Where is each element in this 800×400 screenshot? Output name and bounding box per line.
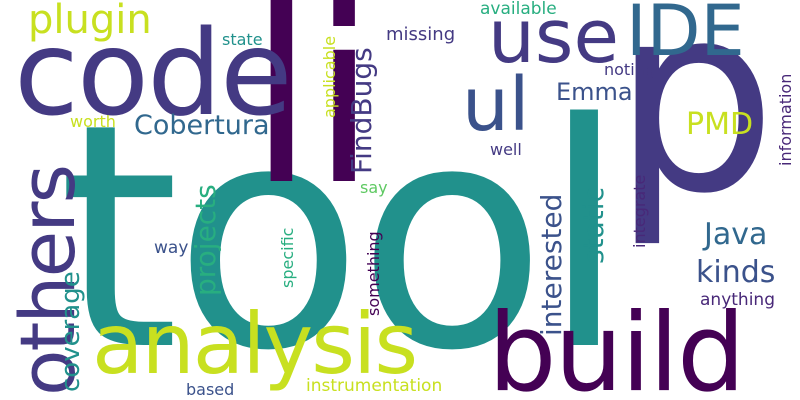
word-information: information <box>776 73 795 166</box>
word-projects: projects <box>189 184 222 296</box>
word-applicable: applicable <box>320 35 339 118</box>
word-well: well <box>490 140 522 159</box>
word-way: way <box>154 238 189 258</box>
word-anything: anything <box>700 290 775 310</box>
word-ul: ul <box>462 62 530 148</box>
word-pmd: PMD <box>686 107 754 142</box>
word-instrumentation: instrumentation <box>306 376 443 396</box>
word-analysis: analysis <box>92 295 418 393</box>
word-worth: worth <box>70 112 116 131</box>
word-state: state <box>222 30 263 49</box>
word-li: li <box>248 0 377 238</box>
word-missing: missing <box>386 24 456 45</box>
word-code: code <box>14 4 293 142</box>
word-say: say <box>360 178 388 197</box>
word-based: based <box>186 380 235 399</box>
word-tool: tool <box>58 58 627 400</box>
word-kinds: kinds <box>696 255 776 290</box>
word-available: available <box>480 0 557 19</box>
word-build: build <box>488 291 746 400</box>
word-use: use <box>488 0 619 80</box>
word-coverage: coverage <box>56 271 86 392</box>
word-plugin: plugin <box>28 0 152 43</box>
word-noting: noting <box>604 60 655 79</box>
word-interested: interested <box>535 193 568 336</box>
word-integrate: integrate <box>630 174 649 248</box>
word-p: p <box>612 0 778 251</box>
word-emma: Emma <box>556 78 633 106</box>
word-findbugs: FindBugs <box>345 47 378 174</box>
word-java: Java <box>704 217 768 252</box>
word-static: static <box>577 187 610 264</box>
word-specific: specific <box>278 227 297 288</box>
word-ide: IDE <box>626 0 745 72</box>
word-cobertura: Cobertura <box>134 110 270 141</box>
word-something: something <box>364 231 383 316</box>
